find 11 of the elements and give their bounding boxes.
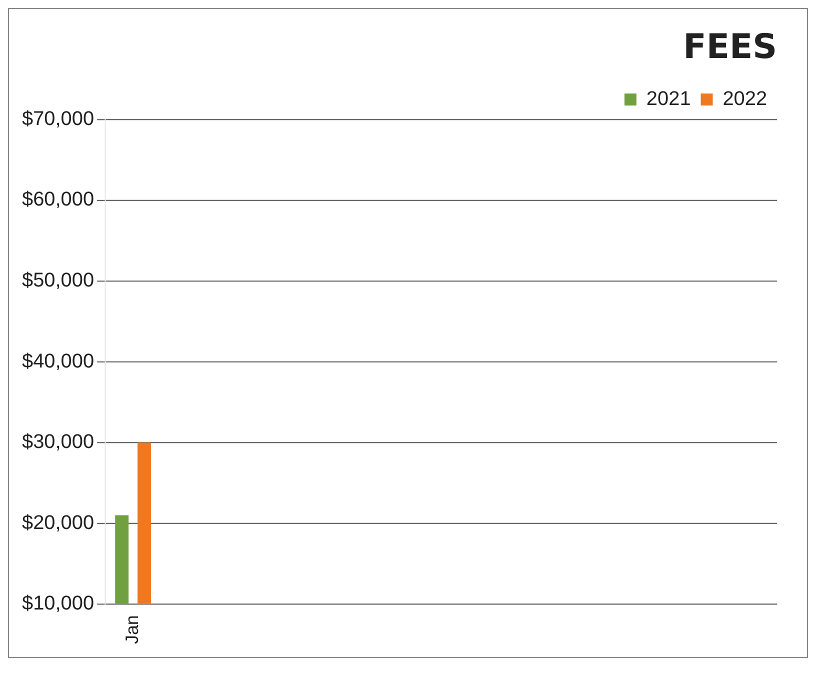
y-tick-label: $30,000 [22,431,94,454]
x-tick-label: Jan [122,615,142,644]
y-tick-label: $70,000 [22,108,94,130]
legend-label: 2021 [646,88,691,110]
y-tick-label: $40,000 [22,350,94,372]
y-tick-label: $10,000 [22,592,94,615]
y-tick-label: $60,000 [22,188,94,211]
y-tick-label: $20,000 [22,512,94,534]
y-tick-label: $50,000 [22,270,94,292]
legend-label: 2022 [722,88,768,110]
chart-title: FEES [683,27,778,66]
